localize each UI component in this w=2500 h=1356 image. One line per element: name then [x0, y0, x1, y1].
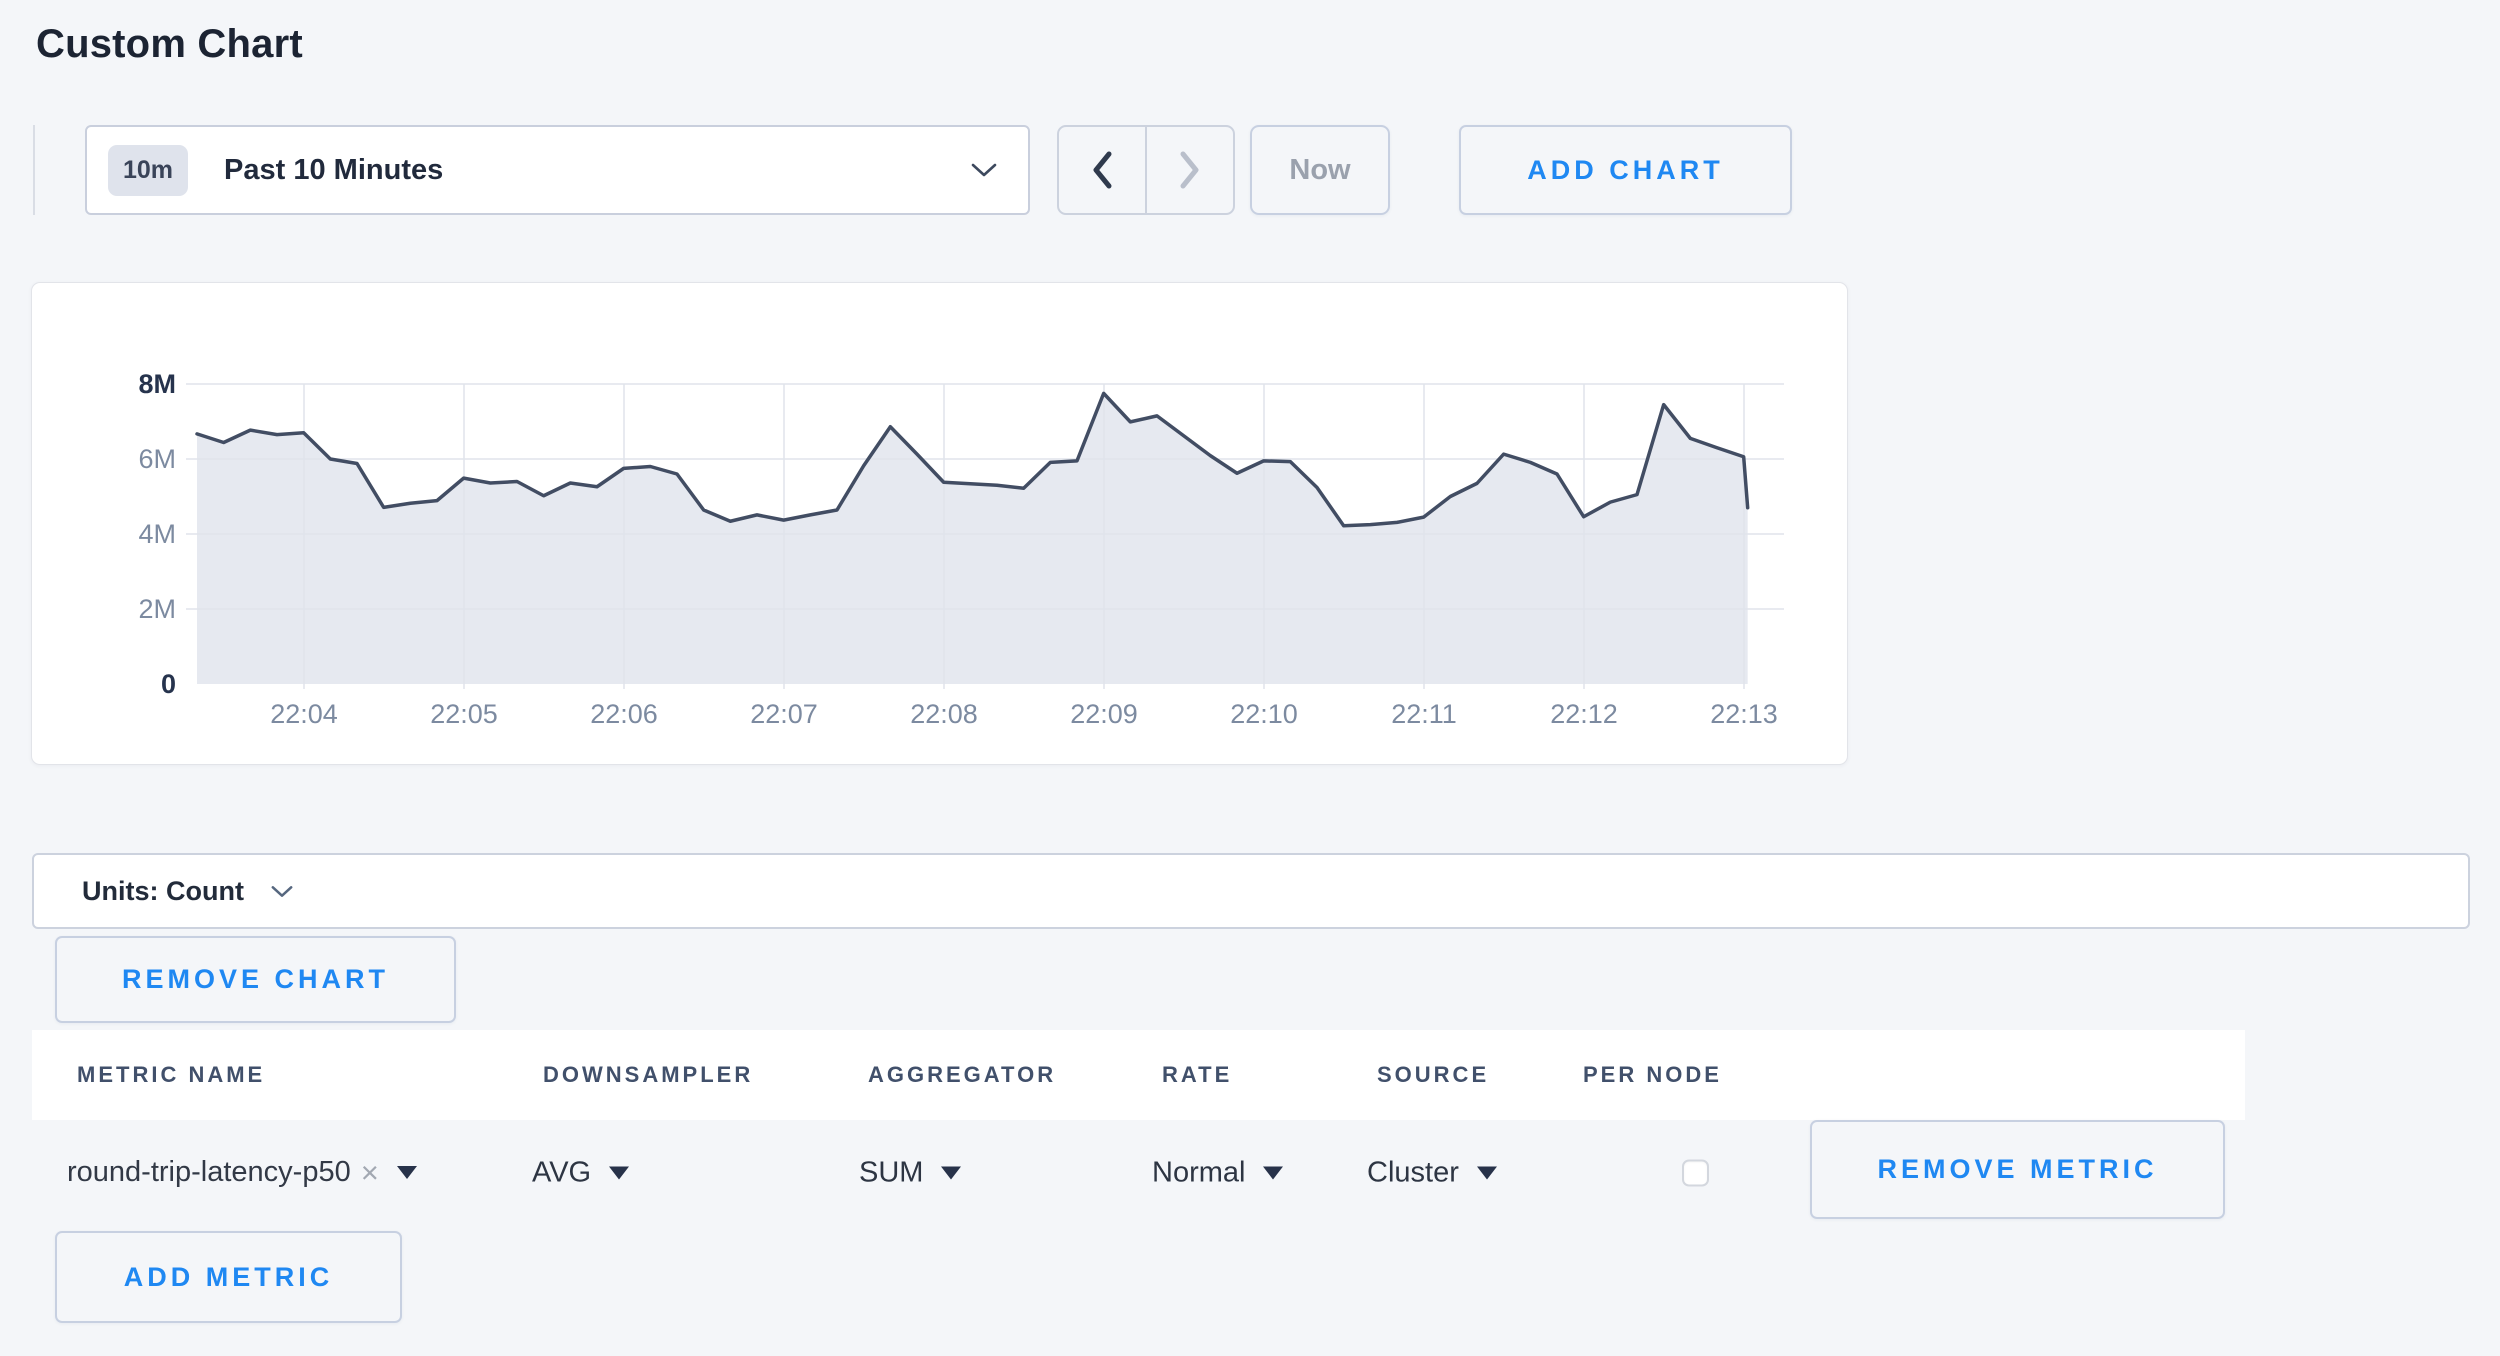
next-time-button[interactable]: [1147, 127, 1233, 213]
svg-text:22:10: 22:10: [1230, 699, 1298, 729]
svg-text:22:05: 22:05: [430, 699, 498, 729]
remove-chart-button[interactable]: REMOVE CHART: [55, 936, 456, 1023]
clear-metric-icon[interactable]: ×: [360, 1154, 379, 1190]
chevron-right-icon: [1180, 151, 1199, 189]
column-header-metric-name: METRIC NAME: [77, 1062, 266, 1087]
svg-text:6M: 6M: [138, 444, 176, 474]
select-caret-icon: [609, 1166, 630, 1179]
per-node-checkbox[interactable]: [1682, 1159, 1709, 1186]
chevron-down-icon: [271, 885, 293, 897]
aggregator-value: SUM: [859, 1156, 924, 1188]
timeseries-chart: 0 2M 4M 6M 8M 22:04 22:05 22:06 22:07 22:08 22:09 2…: [138, 369, 1784, 729]
units-dropdown[interactable]: Units: Count: [32, 853, 2470, 929]
add-chart-button[interactable]: ADD CHART: [1459, 125, 1792, 215]
units-label: Units: Count: [82, 875, 244, 906]
source-value: Cluster: [1367, 1156, 1459, 1188]
svg-text:22:13: 22:13: [1710, 699, 1778, 729]
svg-text:22:11: 22:11: [1391, 699, 1457, 729]
metric-name-value: round-trip-latency-p50: [67, 1156, 351, 1188]
svg-text:22:07: 22:07: [750, 699, 818, 729]
svg-text:22:06: 22:06: [590, 699, 658, 729]
previous-time-button[interactable]: [1059, 127, 1145, 213]
select-caret-icon: [396, 1166, 417, 1179]
now-button[interactable]: Now: [1250, 125, 1390, 215]
column-header-downsampler: DOWNSAMPLER: [543, 1062, 754, 1087]
select-caret-icon: [941, 1166, 962, 1179]
downsampler-value: AVG: [532, 1156, 592, 1188]
metric-name-select[interactable]: round-trip-latency-p50 ×: [67, 1155, 417, 1191]
svg-text:4M: 4M: [138, 519, 176, 549]
source-select[interactable]: Cluster: [1367, 1156, 1497, 1189]
add-metric-button[interactable]: ADD METRIC: [55, 1231, 402, 1323]
rate-value: Normal: [1152, 1156, 1246, 1188]
time-step-buttons: [1057, 125, 1235, 215]
column-header-per-node: PER NODE: [1583, 1062, 1722, 1087]
rate-select[interactable]: Normal: [1152, 1156, 1284, 1189]
column-header-rate: RATE: [1162, 1062, 1233, 1087]
metrics-table-header: METRIC NAME DOWNSAMPLER AGGREGATOR RATE …: [32, 1030, 2245, 1120]
toolbar-left-divider: [33, 125, 35, 215]
svg-text:22:09: 22:09: [1070, 699, 1138, 729]
chevron-down-icon: [971, 163, 997, 177]
svg-text:22:04: 22:04: [270, 699, 338, 729]
chevron-left-icon: [1093, 151, 1112, 189]
time-window-badge: 10m: [108, 144, 189, 196]
svg-text:22:08: 22:08: [910, 699, 978, 729]
button-group-divider: [1145, 127, 1147, 213]
select-caret-icon: [1476, 1166, 1497, 1179]
column-header-aggregator: AGGREGATOR: [868, 1062, 1057, 1087]
aggregator-select[interactable]: SUM: [859, 1156, 962, 1189]
chart-card: 0 2M 4M 6M 8M 22:04 22:05 22:06 22:07 22:08 22:09 2…: [31, 282, 1848, 765]
page-title: Custom Chart: [36, 22, 303, 66]
svg-text:22:12: 22:12: [1550, 699, 1618, 729]
svg-text:0: 0: [161, 669, 176, 699]
select-caret-icon: [1263, 1166, 1284, 1179]
time-range-label: Past 10 Minutes: [224, 153, 444, 186]
downsampler-select[interactable]: AVG: [532, 1156, 630, 1189]
time-range-dropdown[interactable]: 10m Past 10 Minutes: [85, 125, 1030, 215]
svg-text:8M: 8M: [138, 369, 176, 399]
svg-text:2M: 2M: [138, 594, 176, 624]
metric-table-row: round-trip-latency-p50 × AVG SUM Normal …: [32, 1125, 2245, 1220]
remove-metric-button[interactable]: REMOVE METRIC: [1810, 1120, 2225, 1219]
column-header-source: SOURCE: [1377, 1062, 1490, 1087]
